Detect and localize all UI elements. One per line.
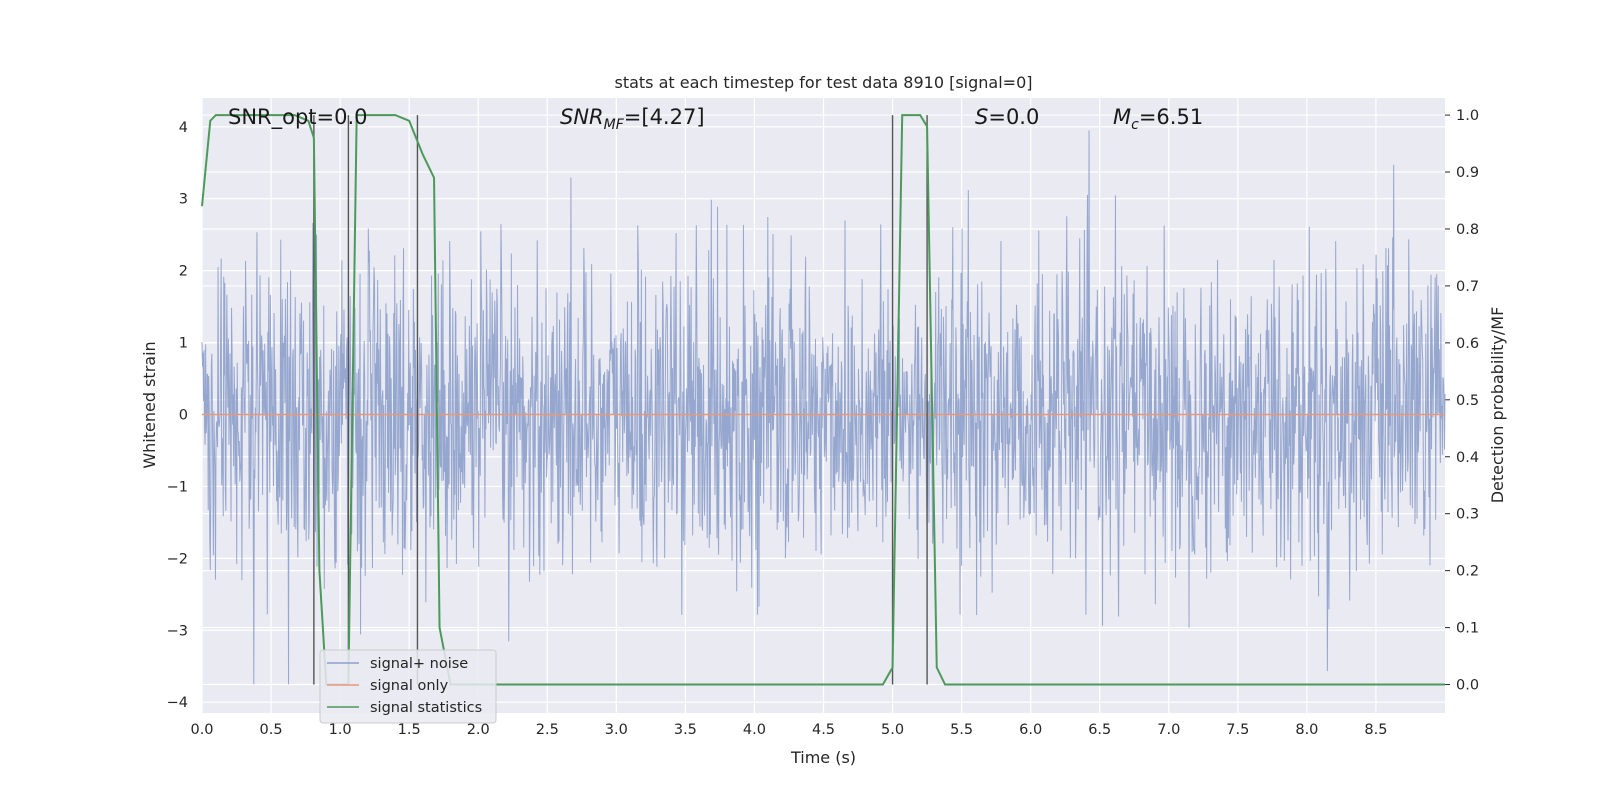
annotation-s: S=0.0 [975,105,1039,129]
annotation-mc-sub: c [1131,117,1139,133]
y-tick-label: −2 [167,551,188,567]
y-axis-label: Whitened strain [140,341,159,468]
signal-noise-line [201,130,1446,685]
y2-tick-label: 0.3 [1456,507,1479,523]
x-tick-label: 3.5 [674,722,697,738]
x-tick-label: 4.5 [812,722,835,738]
y-tick-label: 0 [179,407,188,423]
chart-title: stats at each timestep for test data 891… [614,73,1032,92]
x-tick-label: 2.0 [467,722,490,738]
annotation-snr-opt: SNR_opt=0.0 [228,105,368,130]
annotation-snr-mf: SNRMF=[4.27] [560,105,705,133]
y-tick-label: 2 [179,264,188,280]
x-axis-label: Time (s) [790,748,856,767]
y-tick-label: 1 [179,336,188,352]
x-tick-label: 4.0 [743,722,766,738]
x-tick-label: 7.5 [1226,722,1249,738]
legend-box [319,649,497,724]
y2-tick-label: 0.7 [1456,279,1479,295]
legend-label-signal-noise: signal+ noise [370,656,468,672]
x-tick-label: 3.0 [605,722,628,738]
x-tick-label: 5.0 [881,722,904,738]
y-tick-label: 4 [179,120,188,136]
legend-label-signal-only: signal only [370,678,449,694]
y2-tick-label: 0.4 [1456,450,1479,466]
annotation-snr-mf-main: SNR [560,105,604,129]
x-tick-label: 0.0 [190,722,213,738]
annotation-mc: Mc=6.51 [1113,105,1203,133]
y-tick-label: 3 [179,192,188,208]
x-tick-label: 6.5 [1088,722,1111,738]
x-tick-labels: 0.0 0.5 1.0 1.5 2.0 2.5 3.0 3.5 4.0 4.5 5.0 5.5 6.0 6… [190,722,1387,738]
annotation-s-main: S [975,105,988,129]
y2-tick-label: 0.5 [1456,393,1479,409]
annotation-snr-mf-value: =[4.27] [624,105,705,129]
y2-tick-label: 0.1 [1456,621,1479,637]
y-tick-labels: 4 3 2 1 0 −1 −2 −3 −4 [167,120,188,711]
signal-noise-series [201,130,1446,685]
legend: signal+ noise signal only signal statist… [319,649,497,724]
y-tick-label: −1 [167,479,188,495]
annotation-mc-main: M [1113,105,1131,129]
annotation-snr-mf-sub: MF [604,117,625,133]
x-tick-label: 8.5 [1364,722,1387,738]
x-tick-label: 2.5 [536,722,559,738]
annotation-mc-value: =6.51 [1139,105,1203,129]
y2-tick-label: 0.9 [1456,165,1479,181]
x-tick-label: 7.0 [1157,722,1180,738]
y2-tick-label: 0.6 [1456,336,1479,352]
y2-tick-label: 0.2 [1456,564,1479,580]
y2-tick-label: 1.0 [1456,108,1479,124]
y2-tick-labels: 1.0 0.9 0.8 0.7 0.6 0.5 0.4 0.3 0.2 0.1 0.0 [1456,108,1479,693]
x-tick-label: 1.0 [329,722,352,738]
legend-label-signal-statistics: signal statistics [370,700,482,716]
x-tick-label: 5.5 [950,722,973,738]
y-tick-label: −4 [167,695,188,711]
y2-tick-label: 0.0 [1456,678,1479,694]
annotation-s-value: =0.0 [988,105,1039,129]
y2-tick-label: 0.8 [1456,222,1479,238]
x-tick-label: 6.0 [1019,722,1042,738]
y2-axis-label: Detection probability/MF [1488,307,1507,504]
y-tick-label: −3 [167,623,188,639]
x-tick-label: 1.5 [398,722,421,738]
x-tick-label: 0.5 [260,722,283,738]
x-tick-label: 8.0 [1295,722,1318,738]
